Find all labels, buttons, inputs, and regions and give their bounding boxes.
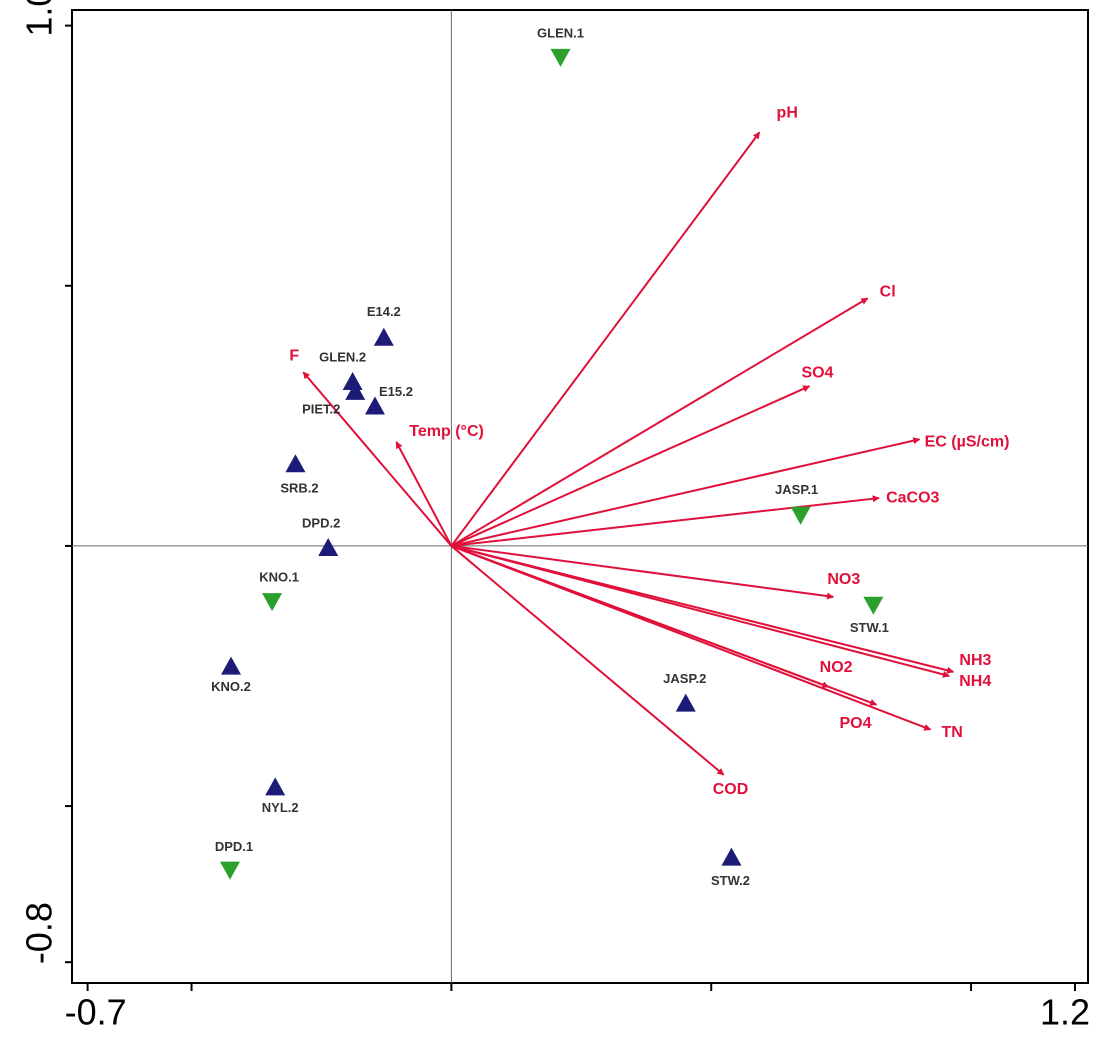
site-label: JASP.2 [663,671,706,686]
site-label: STW.1 [850,620,889,635]
site-label: E14.2 [367,304,401,319]
vector-label: Temp (°C) [409,423,484,440]
vector-arrow [451,439,919,546]
vector-label: EC (µS/cm) [925,433,1010,450]
site-label: PIET.2 [302,401,340,416]
vector-label: Cl [880,283,896,300]
y-tick-label: 1.0 [19,0,60,37]
site-label: GLEN.2 [319,349,366,364]
site-marker [220,862,240,880]
site-label: JASP.1 [775,482,818,497]
vector-label: COD [713,781,749,798]
site-label: NYL.2 [262,800,299,815]
site-marker [265,777,285,795]
vector-label: NH3 [959,652,991,669]
site-label: KNO.1 [259,570,299,585]
vector-label: F [289,347,299,364]
site-label: STW.2 [711,873,750,888]
vector-arrow [451,498,879,546]
vector-label: CaCO3 [886,489,939,506]
vector-label: PO4 [839,715,871,732]
page: -0.7 1.2 1.0 -0.8 pH Cl SO4 EC (µS/cm) CaCO3 NO3 N… [0,0,1095,1039]
site-marker [365,396,385,414]
site-marker [318,538,338,556]
site-marker [721,848,741,866]
site-marker [551,49,571,67]
site-label: KNO.2 [211,679,251,694]
site-label: DPD.1 [215,839,253,854]
vector-arrow [451,546,833,597]
site-label: E15.2 [379,384,413,399]
x-tick-label: 1.2 [1040,992,1090,1033]
site-marker [374,328,394,346]
site-label: GLEN.1 [537,25,584,40]
vector-label: TN [942,724,963,741]
site-label: SRB.2 [280,481,318,496]
site-marker [221,657,241,675]
site-marker [863,597,883,615]
chart: -0.7 1.2 1.0 -0.8 pH Cl SO4 EC (µS/cm) CaCO3 NO3 N… [0,0,1095,1039]
site-label: DPD.2 [302,515,340,530]
vector-label: NO3 [827,571,860,588]
vector-label: pH [777,104,798,121]
vector-label: SO4 [801,364,833,381]
vector-arrow [396,442,451,546]
x-tick-label: -0.7 [65,992,127,1033]
vector-arrow [451,132,759,546]
site-marker [285,454,305,472]
y-tick-label: -0.8 [19,902,60,964]
vector-label: NH4 [959,673,991,690]
site-marker [262,593,282,611]
site-marker [791,507,811,525]
vector-label: NO2 [820,659,853,676]
vector-arrow [451,386,809,546]
site-marker [676,694,696,712]
